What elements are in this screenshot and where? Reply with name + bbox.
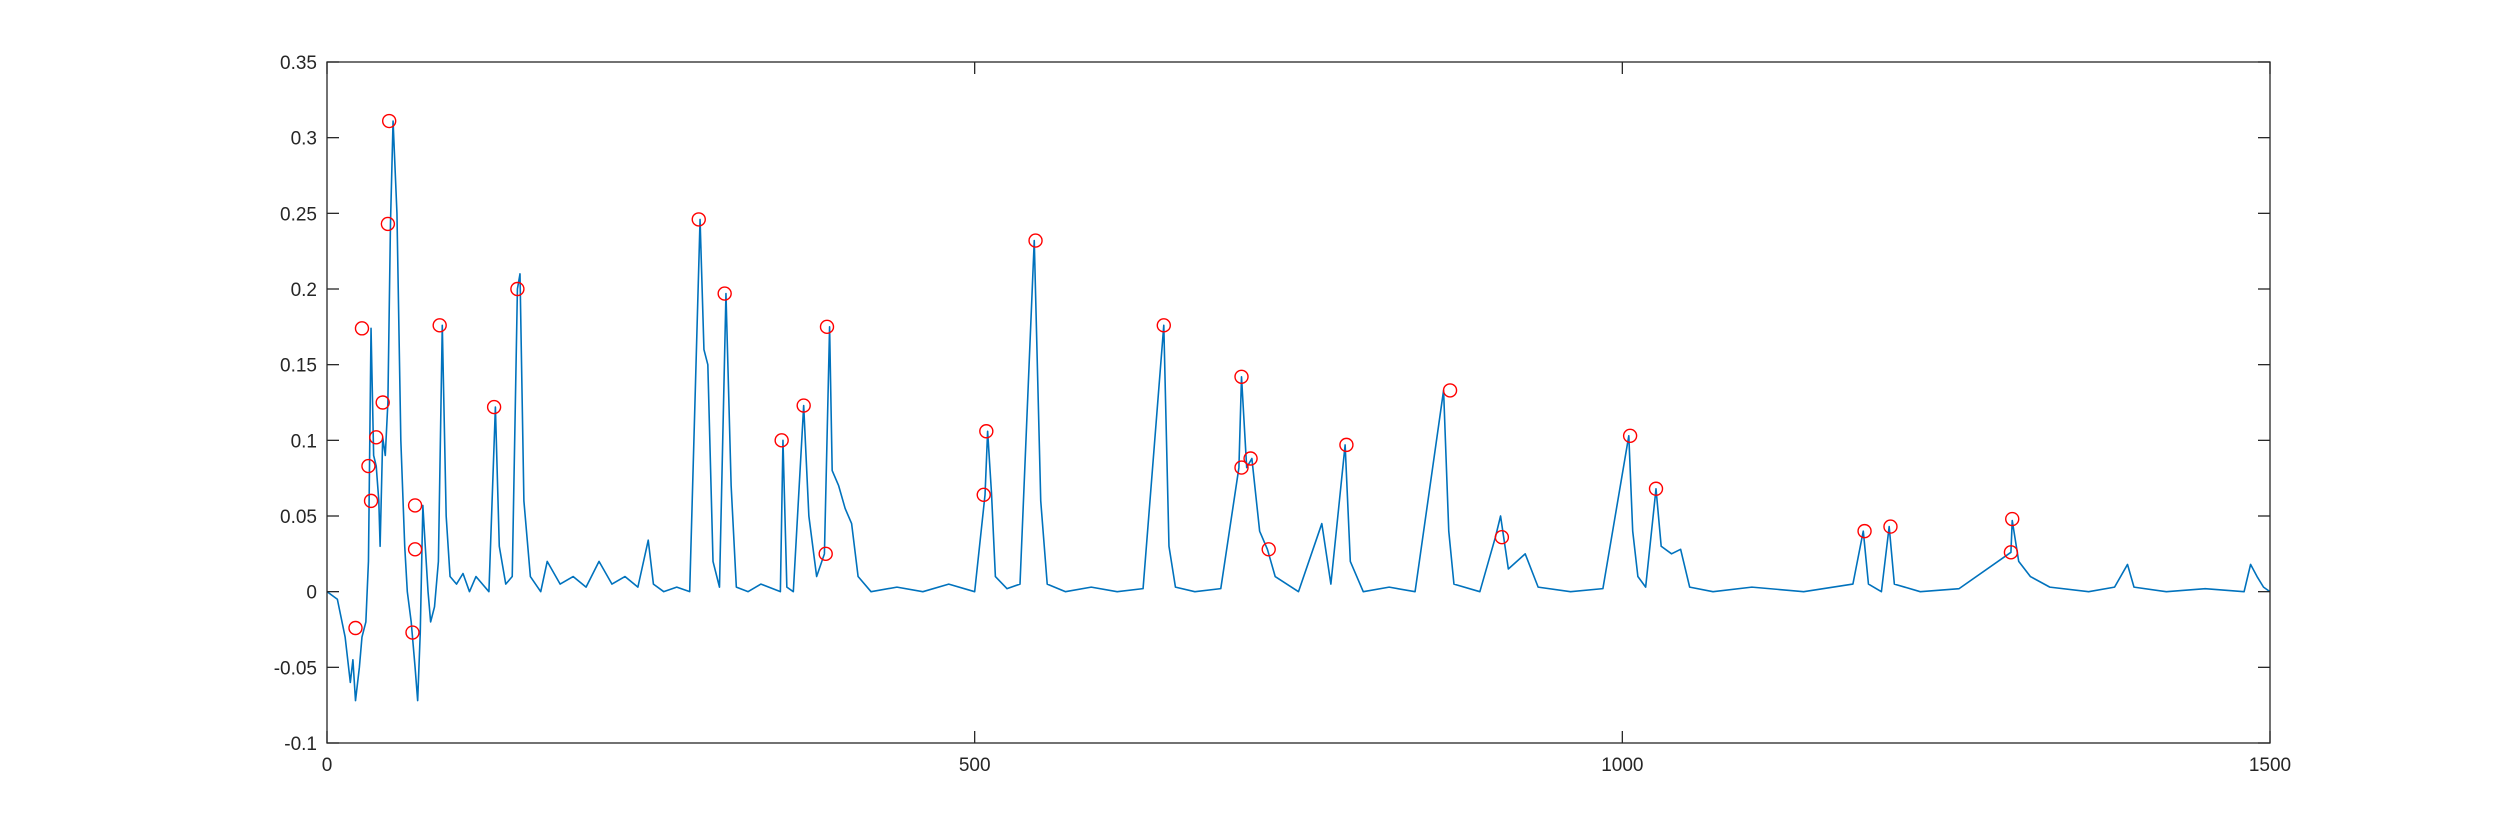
y-tick-label: 0.2 bbox=[291, 280, 317, 301]
y-tick-label: -0.05 bbox=[274, 658, 317, 679]
peak-marker bbox=[1234, 460, 1249, 475]
plot-area bbox=[327, 113, 2270, 702]
peak-marker bbox=[381, 113, 397, 129]
peak-marker bbox=[361, 458, 376, 474]
peak-marker bbox=[2005, 511, 2020, 527]
peak-marker bbox=[717, 286, 732, 301]
x-tick-label: 500 bbox=[959, 755, 991, 776]
peak-marker bbox=[1442, 383, 1458, 398]
y-tick-label: 0.1 bbox=[291, 431, 317, 452]
peak-marker bbox=[363, 493, 379, 509]
peak-marker bbox=[510, 281, 525, 297]
peak-marker bbox=[774, 433, 789, 448]
peak-marker bbox=[1028, 233, 1043, 248]
peak-marker bbox=[405, 625, 420, 640]
peak-marker bbox=[1261, 542, 1276, 557]
peak-marker bbox=[1156, 318, 1171, 333]
x-tick-label: 1000 bbox=[1601, 755, 1643, 776]
peak-marker bbox=[1494, 529, 1510, 545]
peak-marker bbox=[407, 542, 423, 557]
peak-marker bbox=[2003, 545, 2019, 560]
peak-marker bbox=[1339, 437, 1354, 453]
x-tick-label: 1500 bbox=[2249, 755, 2291, 776]
peak-marker bbox=[819, 319, 835, 335]
peak-marker bbox=[369, 430, 384, 445]
peak-marker bbox=[375, 395, 390, 410]
peak-marker bbox=[976, 487, 991, 503]
peak-marker bbox=[979, 424, 994, 439]
peak-marker bbox=[486, 399, 502, 415]
peak-marker bbox=[1648, 481, 1664, 496]
peak-marker bbox=[796, 398, 811, 413]
peak-marker bbox=[348, 620, 363, 636]
peak-marker bbox=[1622, 428, 1638, 443]
peak-marker bbox=[818, 546, 833, 562]
peak-marker bbox=[354, 321, 370, 336]
peak-marker bbox=[691, 212, 706, 227]
peak-marker bbox=[1857, 523, 1872, 539]
peak-marker bbox=[1234, 369, 1249, 384]
y-tick-label: 0.3 bbox=[291, 129, 317, 150]
y-tick-label: 0.35 bbox=[280, 53, 317, 74]
axes: 0 500 1000 1500 -0.1 -0.05 0 0.05 0.1 0.15 0.2 0.25… bbox=[274, 53, 2291, 776]
y-tick-label: 0.25 bbox=[280, 204, 317, 225]
peak-marker bbox=[432, 318, 447, 333]
peak-marker bbox=[407, 498, 423, 513]
peak-marker bbox=[1243, 451, 1258, 466]
y-tick-label: 0.05 bbox=[280, 507, 317, 528]
y-tick-label: 0 bbox=[306, 583, 317, 604]
y-tick-label: -0.1 bbox=[284, 734, 317, 755]
axes-box bbox=[326, 61, 2271, 744]
y-tick-label: 0.15 bbox=[280, 356, 317, 377]
peak-marker bbox=[380, 216, 396, 232]
peak-marker bbox=[1883, 519, 1898, 534]
signal-line bbox=[327, 120, 2270, 702]
x-tick-label: 0 bbox=[322, 755, 333, 776]
